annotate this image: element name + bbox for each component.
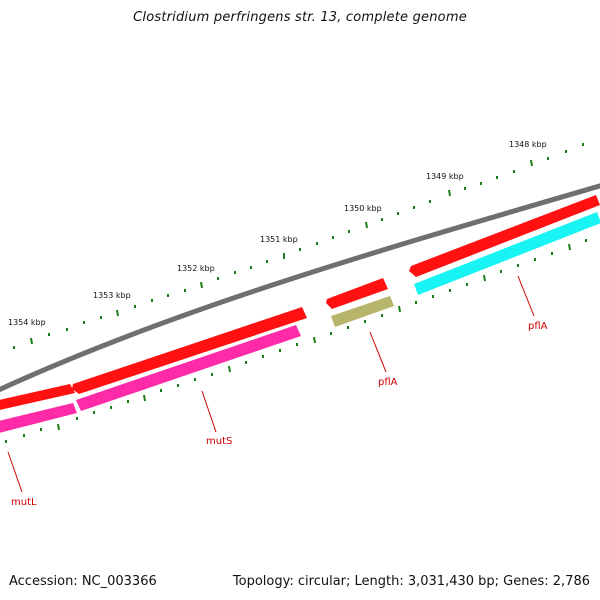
gene-label-mutL[interactable]: mutL bbox=[11, 497, 37, 508]
gene-label-pflA-2[interactable]: pflA bbox=[528, 321, 548, 332]
pflA-leader-line-2 bbox=[517, 275, 535, 317]
mutL-leader-line bbox=[7, 451, 23, 493]
gene-label-pflA-1[interactable]: pflA bbox=[378, 377, 398, 388]
gene-mutL-category bbox=[0, 403, 77, 433]
gene-pflA-cds-2[interactable] bbox=[409, 195, 600, 277]
gene-mutS-cds[interactable] bbox=[72, 307, 307, 394]
ruler-label-1354: 1354 kbp bbox=[8, 318, 46, 327]
ruler-label-1350: 1350 kbp bbox=[344, 204, 382, 213]
outer-tick-ruler bbox=[13, 143, 584, 349]
pflA-leader-line-1 bbox=[369, 331, 387, 373]
gene-mutL-cds[interactable] bbox=[0, 384, 75, 411]
ruler-label-1353: 1353 kbp bbox=[93, 291, 131, 300]
gene-pflA-cds-1[interactable] bbox=[326, 278, 388, 309]
mutS-leader-line bbox=[201, 390, 217, 433]
gene-mutS-category bbox=[76, 325, 301, 411]
genome-summary-text: Topology: circular; Length: 3,031,430 bp… bbox=[232, 574, 590, 589]
ruler-label-1351: 1351 kbp bbox=[260, 235, 298, 244]
gene-label-mutS[interactable]: mutS bbox=[206, 436, 232, 447]
ruler-label-1352: 1352 kbp bbox=[177, 264, 215, 273]
genome-title: Clostridium perfringens str. 13, complet… bbox=[133, 10, 467, 25]
ruler-label-1348: 1348 kbp bbox=[509, 140, 547, 149]
ruler-label-1349: 1349 kbp bbox=[426, 172, 464, 181]
inner-tick-ruler bbox=[5, 239, 587, 443]
gene-pflA-category-1 bbox=[331, 296, 394, 327]
genome-backbone bbox=[0, 183, 600, 393]
accession-text: Accession: NC_003366 bbox=[9, 574, 157, 589]
gene-pflA-category-2 bbox=[414, 212, 600, 295]
